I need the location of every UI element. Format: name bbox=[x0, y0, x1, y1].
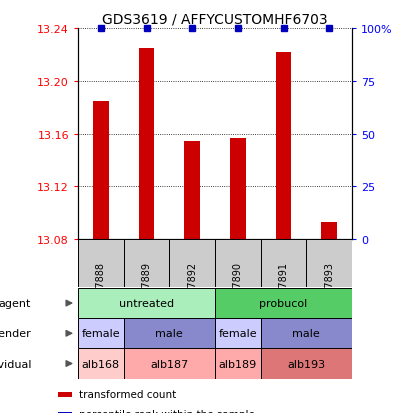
Text: alb193: alb193 bbox=[287, 358, 325, 369]
Text: male: male bbox=[156, 328, 183, 339]
Bar bbox=[124, 349, 215, 379]
Text: percentile rank within the sample: percentile rank within the sample bbox=[79, 409, 255, 413]
Bar bbox=[215, 288, 352, 318]
Text: untreated: untreated bbox=[119, 298, 174, 309]
Bar bbox=[93, 101, 109, 240]
Bar bbox=[78, 240, 124, 287]
Text: GSM467890: GSM467890 bbox=[233, 261, 243, 320]
Bar bbox=[124, 240, 169, 287]
Bar bbox=[215, 349, 261, 379]
Text: alb187: alb187 bbox=[150, 358, 188, 369]
Bar bbox=[276, 52, 292, 240]
Text: GSM467889: GSM467889 bbox=[142, 261, 152, 320]
Bar bbox=[261, 240, 306, 287]
Bar bbox=[184, 142, 200, 240]
Bar bbox=[306, 240, 352, 287]
Text: male: male bbox=[292, 328, 320, 339]
Text: alb168: alb168 bbox=[82, 358, 120, 369]
Bar bbox=[261, 318, 352, 349]
Text: female: female bbox=[218, 328, 257, 339]
Text: GSM467891: GSM467891 bbox=[278, 261, 288, 320]
Bar bbox=[58, 412, 72, 413]
Bar bbox=[124, 318, 215, 349]
Bar bbox=[58, 392, 72, 397]
Bar bbox=[215, 318, 261, 349]
Text: alb189: alb189 bbox=[219, 358, 257, 369]
Bar bbox=[138, 49, 154, 240]
Text: gender: gender bbox=[0, 328, 31, 339]
Bar bbox=[78, 318, 124, 349]
Bar bbox=[215, 240, 261, 287]
Bar bbox=[230, 138, 246, 240]
Text: agent: agent bbox=[0, 298, 31, 309]
Bar bbox=[78, 288, 215, 318]
Bar bbox=[321, 223, 337, 240]
Bar bbox=[169, 240, 215, 287]
Title: GDS3619 / AFFYCUSTOMHF6703: GDS3619 / AFFYCUSTOMHF6703 bbox=[102, 12, 328, 26]
Bar bbox=[261, 349, 352, 379]
Text: GSM467892: GSM467892 bbox=[187, 261, 197, 320]
Text: female: female bbox=[82, 328, 120, 339]
Text: probucol: probucol bbox=[259, 298, 308, 309]
Text: GSM467893: GSM467893 bbox=[324, 261, 334, 320]
Text: GSM467888: GSM467888 bbox=[96, 261, 106, 320]
Text: transformed count: transformed count bbox=[79, 389, 176, 399]
Bar bbox=[78, 349, 124, 379]
Text: individual: individual bbox=[0, 358, 31, 369]
